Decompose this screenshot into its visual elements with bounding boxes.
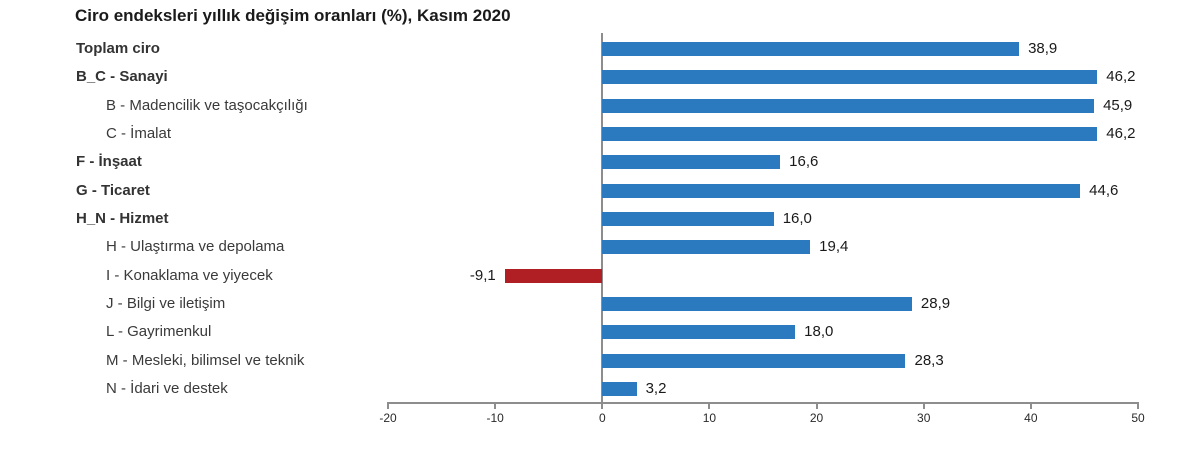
category-label: L - Gayrimenkul: [106, 323, 212, 341]
category-label: J - Bilgi ve iletişim: [106, 294, 226, 312]
value-label: 44,6: [1089, 181, 1119, 199]
x-axis-tick-label: 0: [598, 411, 606, 425]
category-label: G - Ticaret: [76, 181, 150, 199]
category-label: N - İdari ve destek: [106, 379, 228, 397]
bar-positive: [602, 381, 637, 396]
value-label: 19,4: [819, 238, 849, 256]
category-label: B_C - Sanayi: [76, 68, 168, 86]
x-axis-tick: [922, 402, 925, 409]
bar-positive: [602, 183, 1081, 198]
value-label: -9,1: [469, 266, 496, 284]
value-label: 16,0: [782, 210, 812, 227]
x-axis-tick: [601, 402, 604, 409]
value-label: 38,9: [1028, 40, 1058, 58]
value-label: 16,6: [789, 153, 819, 171]
category-label: C - İmalat: [106, 125, 172, 143]
x-axis-tick: [708, 402, 711, 409]
bar-positive: [602, 155, 781, 170]
bar-positive: [602, 70, 1098, 85]
bar-positive: [602, 127, 1098, 142]
bar-negative: [504, 268, 603, 283]
x-axis-tick: [387, 402, 389, 409]
bar-positive: [602, 98, 1095, 113]
x-axis-tick: [494, 402, 497, 409]
x-axis-tick-label: 50: [1131, 411, 1145, 425]
x-axis-tick-label: 20: [809, 411, 824, 425]
bar-positive: [602, 296, 912, 311]
value-label: 18,0: [804, 323, 834, 341]
value-label: 3,2: [645, 379, 667, 397]
value-label: 28,3: [914, 351, 944, 369]
category-label: Toplam ciro: [76, 40, 160, 58]
category-label: B - Madencilik ve taşocakçılığı: [106, 96, 308, 114]
chart-title: Ciro endeksleri yıllık değişim oranları …: [75, 6, 511, 25]
bar-positive: [602, 240, 811, 255]
x-axis-tick: [1029, 402, 1032, 409]
x-axis-tick-label: 40: [1024, 411, 1038, 425]
value-label: 46,2: [1106, 125, 1136, 143]
value-label: 46,2: [1106, 68, 1136, 86]
x-axis-line: [387, 402, 1139, 404]
category-label: H - Ulaştırma ve depolama: [106, 238, 285, 256]
bar-positive: [602, 353, 906, 368]
x-axis-tick: [815, 402, 818, 409]
category-label: H_N - Hizmet: [76, 210, 169, 227]
value-label: 28,9: [920, 294, 951, 312]
x-axis-tick-label: 10: [702, 411, 717, 425]
x-axis-tick-label: 30: [917, 411, 931, 425]
bar-positive: [602, 212, 774, 226]
bar-positive: [602, 325, 796, 340]
value-label: 45,9: [1103, 96, 1133, 114]
x-axis-tick-label: -10: [486, 411, 504, 425]
bar-positive: [602, 42, 1020, 57]
category-label: I - Konaklama ve yiyecek: [106, 266, 273, 284]
x-axis-tick: [1137, 402, 1139, 409]
category-label: M - Mesleki, bilimsel ve teknik: [106, 351, 305, 369]
x-axis-tick-label: -20: [379, 411, 397, 425]
category-label: F - İnşaat: [76, 153, 142, 171]
